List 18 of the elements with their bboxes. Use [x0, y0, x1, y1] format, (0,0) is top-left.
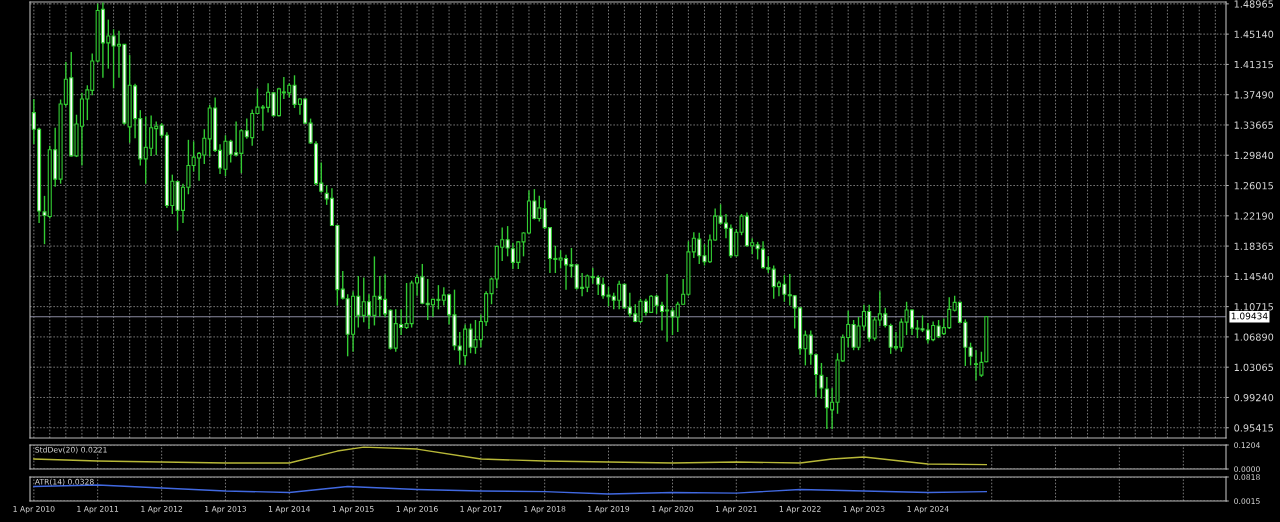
y-tick-label: 1.33665: [1234, 121, 1273, 129]
y-tick-label: 1.48965: [1234, 0, 1273, 8]
y-tick-label: 1.22190: [1234, 212, 1274, 220]
y-tick-label: 1.18365: [1234, 242, 1273, 250]
y-tick-label: 0.95415: [1234, 424, 1273, 432]
y-tick-label: 1.29840: [1234, 151, 1274, 160]
line-series: [33, 484, 988, 495]
y-tick-label: 1.45140: [1234, 30, 1274, 38]
y-tick-label: 1.03065: [1234, 363, 1273, 372]
y-tick-label: 0.99240: [1234, 393, 1274, 402]
y-tick-label: 1.41315: [1234, 60, 1273, 69]
y-tick-label: 1.14540: [1234, 272, 1274, 281]
line-series: [33, 446, 988, 466]
y-tick-label: 1.10715: [1234, 303, 1273, 311]
y-tick-label: 1.06890: [1234, 333, 1274, 341]
ref-line-label: 1.09434: [1231, 312, 1268, 320]
y-tick-label: 1.37490: [1234, 91, 1274, 99]
y-tick-label: 1.26015: [1234, 182, 1273, 190]
